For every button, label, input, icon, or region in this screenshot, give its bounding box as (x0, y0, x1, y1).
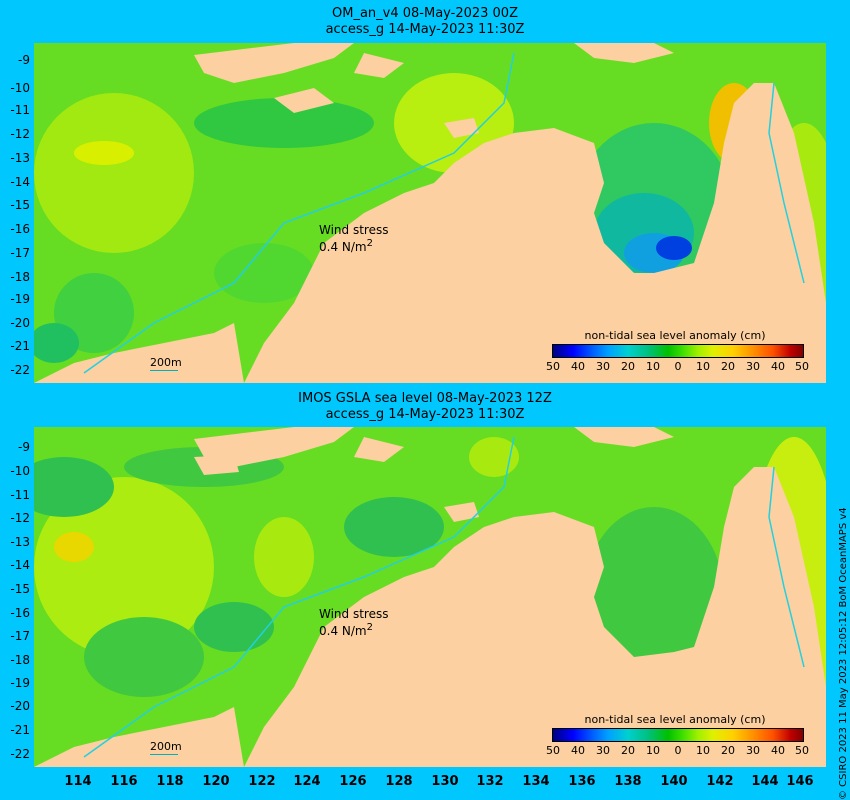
x-tick: 122 (248, 774, 276, 789)
y-tick: -12 (10, 511, 30, 525)
y-tick: -17 (10, 246, 30, 260)
colorbar-tick: 20 (621, 744, 635, 757)
x-tick: 146 (786, 774, 814, 789)
colorbar-tick: 30 (746, 744, 760, 757)
colorbar-title-top: non-tidal sea level anomaly (cm) (584, 329, 766, 342)
wind-stress-unit-sup: 2 (366, 622, 373, 633)
colorbar-tick: 20 (721, 360, 735, 373)
panel1-title-line2: access_g 14-May-2023 11:30Z (325, 22, 525, 37)
y-tick: -21 (10, 339, 30, 353)
colorbar-tick: 30 (596, 360, 610, 373)
y-tick: -15 (10, 198, 30, 212)
y-tick: -19 (10, 292, 30, 306)
colorbar-tick: 40 (571, 360, 585, 373)
wind-stress-label-top: Wind stress 0.4 N/m2 (319, 223, 389, 254)
panel1-title-line1: OM_an_v4 08-May-2023 00Z (332, 6, 518, 21)
x-tick: 138 (614, 774, 642, 789)
y-tick: -19 (10, 676, 30, 690)
depth-scale-label-top: 200m (150, 356, 182, 369)
x-tick: 136 (568, 774, 596, 789)
depth-scale-line-bottom (150, 754, 178, 755)
wind-stress-value: 0.4 N/m (319, 240, 367, 254)
x-tick: 144 (751, 774, 779, 789)
y-tick: -17 (10, 629, 30, 643)
y-tick: -11 (10, 488, 30, 502)
y-tick: -10 (10, 464, 30, 478)
depth-scale-line-top (150, 370, 178, 371)
wind-stress-unit-sup: 2 (366, 238, 373, 249)
colorbar-bottom (552, 728, 804, 742)
x-tick: 142 (706, 774, 734, 789)
colorbar-top (552, 344, 804, 358)
x-tick: 128 (385, 774, 413, 789)
y-tick: -14 (10, 558, 30, 572)
wind-stress-label-bottom: Wind stress 0.4 N/m2 (319, 607, 389, 638)
y-tick: -18 (10, 653, 30, 667)
wind-stress-value: 0.4 N/m (319, 624, 367, 638)
panel2-title-line1: IMOS GSLA sea level 08-May-2023 12Z (298, 391, 552, 406)
x-tick: 140 (660, 774, 688, 789)
y-tick: -20 (10, 699, 30, 713)
y-tick: -11 (10, 103, 30, 117)
y-tick: -20 (10, 316, 30, 330)
colorbar-tick: 20 (721, 744, 735, 757)
x-tick: 134 (522, 774, 550, 789)
colorbar-tick: 10 (646, 360, 660, 373)
x-tick: 132 (476, 774, 504, 789)
colorbar-tick: 50 (546, 360, 560, 373)
x-tick: 126 (339, 774, 367, 789)
credit-text: © CSIRO 2023 11 May 2023 12:05:12 BoM Oc… (838, 507, 849, 800)
y-tick: -13 (10, 535, 30, 549)
colorbar-tick: 10 (646, 744, 660, 757)
colorbar-tick: 0 (674, 744, 682, 757)
y-tick: -22 (10, 363, 30, 377)
x-tick: 118 (156, 774, 184, 789)
x-tick: 120 (202, 774, 230, 789)
wind-stress-text: Wind stress (319, 223, 389, 237)
y-tick: -12 (10, 127, 30, 141)
colorbar-tick: 50 (546, 744, 560, 757)
wind-stress-text: Wind stress (319, 607, 389, 621)
y-tick: -16 (10, 606, 30, 620)
colorbar-tick: 40 (571, 744, 585, 757)
x-tick: 116 (110, 774, 138, 789)
colorbar-tick: 0 (674, 360, 682, 373)
colorbar-tick: 20 (621, 360, 635, 373)
depth-scale-label-bottom: 200m (150, 740, 182, 753)
x-tick: 124 (293, 774, 321, 789)
y-tick: -16 (10, 222, 30, 236)
colorbar-title-bottom: non-tidal sea level anomaly (cm) (584, 713, 766, 726)
sea-level-map-bottom (34, 427, 826, 767)
colorbar-tick: 30 (596, 744, 610, 757)
map-panel-top: Wind stress 0.4 N/m2 non-tidal sea level… (34, 43, 826, 383)
colorbar-tick: 40 (771, 360, 785, 373)
y-tick: -10 (10, 81, 30, 95)
colorbar-tick: 10 (696, 744, 710, 757)
map-panel-bottom: Wind stress 0.4 N/m2 non-tidal sea level… (34, 427, 826, 767)
x-tick: 130 (431, 774, 459, 789)
y-tick: -9 (18, 53, 30, 67)
y-tick: -13 (10, 151, 30, 165)
colorbar-tick: 30 (746, 360, 760, 373)
y-tick: -9 (18, 440, 30, 454)
y-tick: -15 (10, 582, 30, 596)
colorbar-tick: 10 (696, 360, 710, 373)
y-tick: -21 (10, 723, 30, 737)
sea-level-map-top (34, 43, 826, 383)
colorbar-tick: 50 (795, 744, 809, 757)
y-tick: -14 (10, 175, 30, 189)
colorbar-tick: 40 (771, 744, 785, 757)
panel2-title-line2: access_g 14-May-2023 11:30Z (325, 407, 525, 422)
y-tick: -18 (10, 270, 30, 284)
colorbar-tick: 50 (795, 360, 809, 373)
x-tick: 114 (64, 774, 92, 789)
y-tick: -22 (10, 747, 30, 761)
